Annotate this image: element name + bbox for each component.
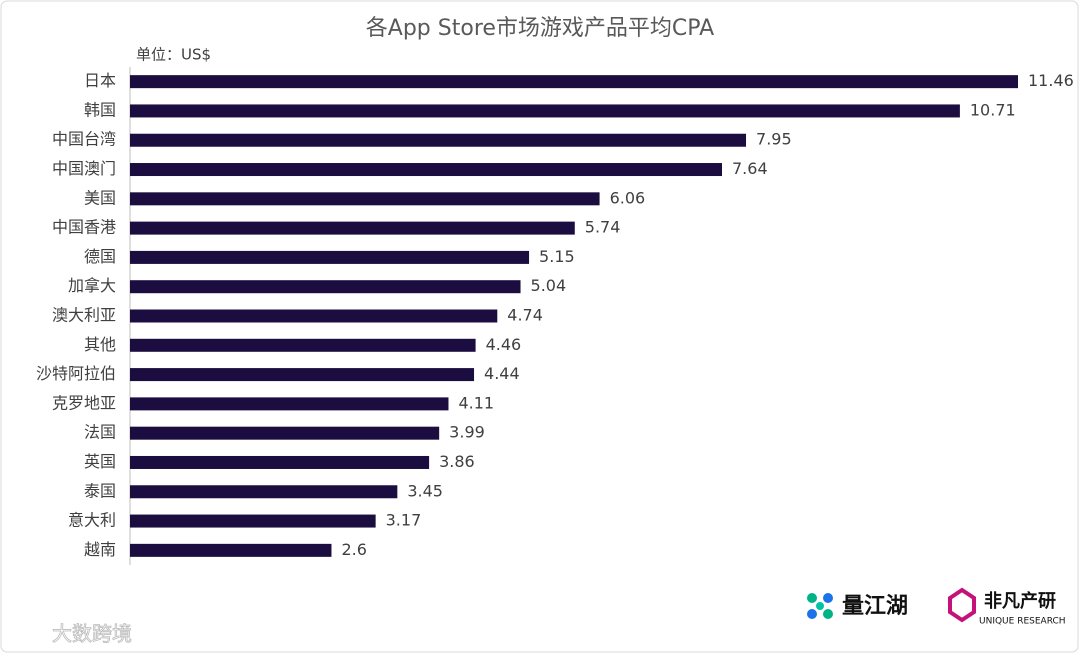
bar: [130, 221, 575, 235]
value-label: 6.06: [610, 188, 646, 207]
category-label: 日本: [84, 71, 116, 90]
logo-text: 非凡产研: [984, 590, 1056, 612]
logo-subtext: UNIQUE RESEARCH: [979, 617, 1066, 627]
logo-1: 量江湖: [807, 593, 908, 619]
value-label: 4.44: [484, 364, 520, 383]
value-label: 5.04: [531, 276, 567, 295]
bar: [130, 455, 430, 469]
bar: [130, 280, 521, 294]
value-label: 3.17: [386, 511, 422, 530]
bar: [130, 338, 476, 352]
bar: [130, 163, 722, 177]
category-label: 德国: [84, 247, 116, 266]
bar: [130, 192, 600, 206]
bar: [130, 309, 498, 323]
bar: [130, 104, 960, 118]
bar: [130, 75, 1018, 89]
value-label: 3.99: [449, 423, 485, 442]
value-label: 3.45: [407, 481, 443, 500]
category-label: 沙特阿拉伯: [36, 364, 116, 383]
chart-title: 各App Store市场游戏产品平均CPA: [366, 16, 714, 41]
value-label: 2.6: [341, 540, 366, 559]
bar: [130, 250, 530, 264]
logo-2: 非凡产研 UNIQUE RESEARCH: [948, 587, 1066, 627]
category-label: 中国台湾: [52, 130, 116, 149]
category-label: 意大利: [68, 511, 116, 530]
bar: [130, 133, 747, 147]
bar: [130, 514, 376, 528]
value-label: 3.86: [439, 452, 475, 471]
bar: [130, 368, 475, 382]
category-label: 韩国: [84, 100, 116, 119]
value-label: 4.11: [458, 393, 494, 412]
category-label: 其他: [84, 335, 116, 354]
value-label: 5.74: [585, 218, 621, 237]
bar: [130, 426, 440, 440]
category-label: 越南: [84, 540, 116, 559]
value-label: 7.95: [756, 130, 792, 149]
value-label: 5.15: [539, 247, 575, 266]
value-label: 11.46: [1028, 71, 1074, 90]
value-label: 10.71: [970, 100, 1016, 119]
category-label: 中国香港: [52, 218, 116, 237]
value-label: 7.64: [732, 159, 768, 178]
category-label: 加拿大: [68, 276, 116, 295]
logo-text: 量江湖: [842, 594, 908, 619]
category-label: 法国: [84, 423, 116, 442]
category-label: 中国澳门: [52, 159, 116, 178]
category-label: 泰国: [84, 481, 116, 500]
bar: [130, 485, 398, 499]
unit-label: 单位：US$: [136, 46, 211, 64]
category-label: 英国: [84, 452, 116, 471]
category-label: 美国: [84, 188, 116, 207]
value-label: 4.74: [507, 306, 543, 325]
bar: [130, 543, 332, 557]
category-label: 克罗地亚: [52, 393, 116, 412]
category-label: 澳大利亚: [52, 306, 116, 325]
bar: [130, 397, 449, 411]
watermark: 大数跨境: [52, 622, 132, 646]
value-label: 4.46: [486, 335, 522, 354]
